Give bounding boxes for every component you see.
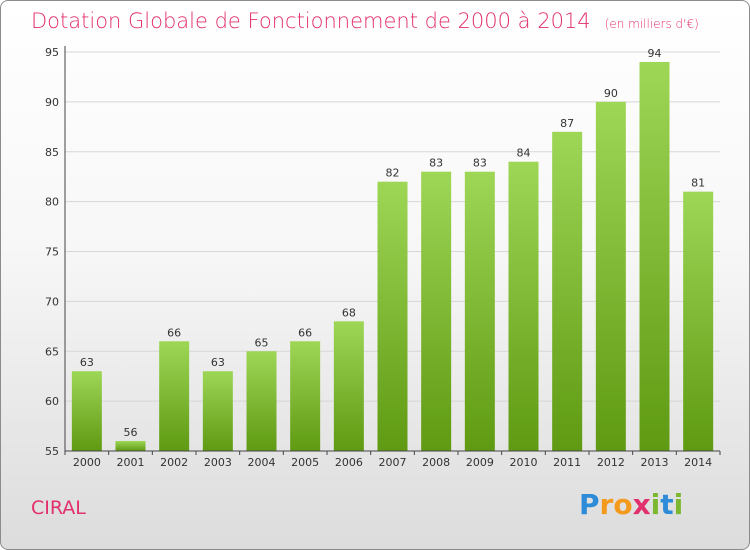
bar-value-label: 83 <box>429 157 443 170</box>
bar <box>464 171 495 451</box>
x-tick-label: 2002 <box>160 456 188 469</box>
logo-letter: r <box>599 488 614 521</box>
x-tick-label: 2005 <box>291 456 319 469</box>
bar-value-label: 66 <box>167 326 181 339</box>
bar-value-label: 63 <box>80 356 94 369</box>
logo-letter: P <box>579 488 600 521</box>
bar <box>202 371 233 451</box>
y-tick-label: 75 <box>45 246 59 259</box>
bar <box>71 371 102 451</box>
bar-value-label: 82 <box>386 167 400 180</box>
axis-layer: 55 60 65 70 75 80 85 90 95 63 2000 56 2001 66 2002 63 20… <box>45 46 721 469</box>
x-tick-label: 2008 <box>422 456 450 469</box>
logo-letter: t <box>660 488 674 521</box>
chart-title: Dotation Globale de Fonctionnement de 20… <box>31 9 699 33</box>
bar-layer <box>71 61 714 452</box>
x-tick-label: 2004 <box>248 456 276 469</box>
logo-letter: i <box>673 488 684 521</box>
x-tick-label: 2001 <box>117 456 145 469</box>
x-tick-label: 2007 <box>379 456 407 469</box>
y-tick-label: 60 <box>45 395 59 408</box>
x-tick-label: 2012 <box>597 456 625 469</box>
proxiti-logo: Proxiti <box>579 488 683 521</box>
y-tick-label: 55 <box>45 445 59 458</box>
unit-label: (en milliers d'€) <box>604 17 699 31</box>
bar-value-label: 83 <box>473 157 487 170</box>
x-tick-label: 2013 <box>641 456 669 469</box>
x-tick-label: 2010 <box>510 456 538 469</box>
y-tick-label: 90 <box>45 96 59 109</box>
bar <box>377 181 408 452</box>
logo-letter: i <box>650 488 661 521</box>
y-tick-label: 95 <box>45 46 59 59</box>
y-tick-label: 65 <box>45 345 59 358</box>
x-tick-label: 2009 <box>466 456 494 469</box>
x-tick-label: 2011 <box>553 456 581 469</box>
y-tick-label: 85 <box>45 146 59 159</box>
bar <box>246 351 277 451</box>
x-tick-label: 2006 <box>335 456 363 469</box>
title-text: Dotation Globale de Fonctionnement de 20… <box>31 9 591 33</box>
y-tick-label: 70 <box>45 295 59 308</box>
bar-value-label: 81 <box>691 177 705 190</box>
bar-value-label: 68 <box>342 306 356 319</box>
bar <box>508 161 539 451</box>
bar <box>683 191 714 451</box>
bar-value-label: 87 <box>560 117 574 130</box>
x-tick-label: 2000 <box>73 456 101 469</box>
bar <box>639 61 670 451</box>
bar-value-label: 65 <box>255 336 269 349</box>
logo-letter: o <box>613 488 633 521</box>
bar <box>290 341 321 451</box>
bar-value-label: 84 <box>517 147 531 160</box>
bar-value-label: 66 <box>298 326 312 339</box>
bar <box>595 101 626 451</box>
bar <box>552 131 583 452</box>
logo-letter: x <box>632 488 651 521</box>
bar <box>421 171 452 451</box>
x-tick-label: 2003 <box>204 456 232 469</box>
bar <box>115 441 146 451</box>
bar-value-label: 90 <box>604 87 618 100</box>
bar-value-label: 56 <box>124 426 138 439</box>
bar <box>159 341 190 451</box>
commune-name: CIRAL <box>31 497 86 519</box>
bar-value-label: 94 <box>648 47 662 60</box>
x-tick-label: 2014 <box>684 456 712 469</box>
bar <box>333 321 364 451</box>
bar-value-label: 63 <box>211 356 225 369</box>
y-tick-label: 80 <box>45 196 59 209</box>
